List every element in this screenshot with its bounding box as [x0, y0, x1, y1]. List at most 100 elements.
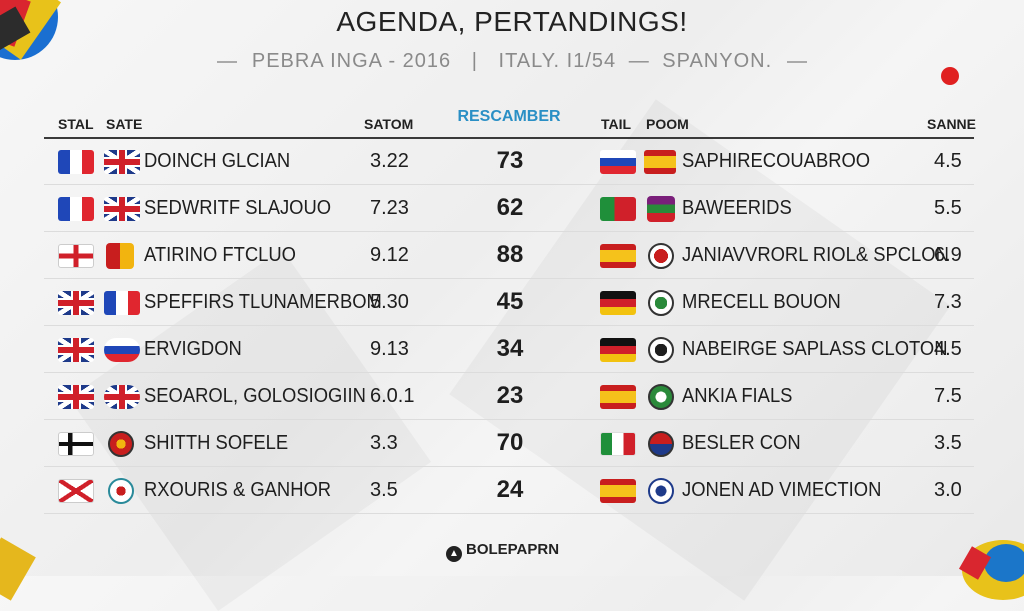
club-crest-icon [647, 196, 675, 222]
club-crest-icon [648, 431, 674, 457]
club-crest-icon [648, 384, 674, 410]
club-crest-icon [648, 478, 674, 504]
header-left-col2: SATE [106, 116, 143, 132]
subtitle-separator: | [471, 50, 478, 72]
subtitle-right: ITALY. I1/54 [498, 50, 617, 72]
spain-flag-icon [600, 385, 636, 409]
middle-score: 88 [496, 241, 524, 268]
middle-score: 23 [496, 382, 524, 409]
middle-score: 34 [496, 335, 524, 362]
table-row[interactable]: ATIRINO FTCLUO 9.12 88 JANIAVVRORL RIOL&… [44, 232, 974, 279]
middle-score: 45 [496, 288, 524, 315]
corner-decoration [0, 537, 36, 601]
footer-brand-text: BOLEPAPRN [466, 541, 560, 558]
table-row[interactable]: RXOURIS & GANHOR 3.5 24 JONEN AD VIMECTI… [44, 467, 974, 514]
england-flag-icon [58, 244, 94, 268]
spain-flag-icon [600, 244, 636, 268]
right-team-name: JONEN AD VIMECTION [682, 479, 882, 501]
left-team-value: 3.5 [370, 479, 398, 501]
uk-flag-icon [58, 291, 94, 315]
right-team-name: SAPHIRECOUABROO [682, 150, 871, 172]
header-right-col2: POOM [646, 116, 689, 132]
spain-flag-icon [644, 150, 676, 174]
table-row[interactable]: SEOAROL, GOLOSIOGIIN 6.0.1 23 ANKIA FIAL… [44, 373, 974, 420]
left-team-value: 9.13 [370, 338, 409, 360]
right-team-value: 7.3 [934, 291, 962, 313]
page-title: AGENDA, PERTANDINGS! [336, 6, 688, 37]
subtitle-left: PEBRA INGA - 2016 [251, 50, 452, 72]
left-team-name: SHITTH SOFELE [144, 432, 289, 454]
uk-flag-icon [104, 197, 140, 221]
right-team-value: 6.9 [934, 244, 962, 266]
left-team-name: SEOAROL, GOLOSIOGIIN [144, 385, 366, 407]
right-team-name: NABEIRGE SAPLASS CLOTON [682, 338, 948, 360]
table-row[interactable]: SEDWRITF SLAJOUO 7.23 62 BAWEERIDS 5.5 [44, 185, 974, 232]
right-team-name: MRECELL BOUON [682, 291, 841, 313]
page-subtitle: PEBRA INGA - 2016 | ITALY. I1/54 — SPANY… [0, 50, 1024, 73]
right-team-value: 5.5 [934, 197, 962, 219]
header-middle: RESCAMBER [457, 108, 561, 125]
left-team-value: 3.22 [370, 150, 409, 172]
right-team-name: ANKIA FIALS [682, 385, 793, 407]
left-team-value: 7.23 [370, 197, 409, 219]
club-crest-icon [648, 243, 674, 269]
middle-score: 73 [496, 147, 524, 174]
club-flag-icon [104, 338, 140, 362]
italy-flag-icon [600, 432, 636, 456]
corner-decoration [984, 544, 1024, 582]
middle-score: 62 [496, 194, 524, 221]
left-team-value: 5.30 [370, 291, 409, 313]
france-flag-icon [58, 197, 94, 221]
club-crest-icon [108, 431, 134, 457]
header-right-col1: TAIL [601, 116, 632, 132]
right-team-value: 3.5 [934, 432, 962, 454]
club-crest-icon [648, 290, 674, 316]
table-row[interactable]: SPEFFIRS TLUNAMERBOM 5.30 45 MRECELL BOU… [44, 279, 974, 326]
right-team-value: 3.0 [934, 479, 962, 501]
right-team-name: BAWEERIDS [682, 197, 792, 219]
brand-logo-icon: ▲ [446, 546, 462, 562]
dash-decoration [786, 60, 807, 63]
club-crest-icon [106, 243, 134, 269]
uk-flag-icon [104, 385, 140, 409]
middle-score: 70 [496, 429, 524, 456]
germany-flag-icon [600, 338, 636, 362]
uk-flag-icon [58, 338, 94, 362]
left-team-name: SEDWRITF SLAJOUO [144, 197, 332, 219]
left-team-name: RXOURIS & GANHOR [144, 479, 332, 501]
right-team-value: 7.5 [934, 385, 962, 407]
subtitle-tail: SPANYON. [662, 50, 773, 72]
table-row[interactable]: SHITTH SOFELE 3.3 70 BESLER CON 3.5 [44, 420, 974, 467]
middle-score: 24 [496, 476, 524, 503]
uk-flag-icon [104, 150, 140, 174]
left-team-name: ERVIGDON [144, 338, 242, 360]
france-flag-icon [104, 291, 140, 315]
portugal-flag-icon [600, 197, 636, 221]
dash-decoration [217, 60, 238, 63]
spain-flag-icon [600, 479, 636, 503]
russia-flag-icon [600, 150, 636, 174]
left-team-name: SPEFFIRS TLUNAMERBOM [144, 291, 382, 313]
left-team-name: DOINCH GLCIAN [144, 150, 291, 172]
header-right-score: SANNE [927, 116, 977, 132]
left-team-name: ATIRINO FTCLUO [144, 244, 296, 266]
flag-icon [58, 479, 94, 503]
right-team-value: 4.5 [934, 150, 962, 172]
subtitle-dash: — [628, 50, 650, 72]
left-team-value: 9.12 [370, 244, 409, 266]
red-dot-icon [941, 67, 959, 85]
header-left-col1: STAL [58, 116, 94, 132]
table-row[interactable]: DOINCH GLCIAN 3.22 73 SAPHIRECOUABROO 4.… [44, 138, 974, 185]
right-team-value: 4.5 [934, 338, 962, 360]
left-team-value: 6.0.1 [370, 385, 415, 407]
club-crest-icon [108, 478, 134, 504]
germany-flag-icon [600, 291, 636, 315]
header-left-score: SATOM [364, 116, 414, 132]
right-team-name: BESLER CON [682, 432, 801, 454]
uk-flag-icon [58, 385, 94, 409]
france-flag-icon [58, 150, 94, 174]
header-divider [44, 137, 974, 139]
table-row[interactable]: ERVIGDON 9.13 34 NABEIRGE SAPLASS CLOTON… [44, 326, 974, 373]
club-crest-icon [648, 337, 674, 363]
footer-brand: ▲ BOLEPAPRN [446, 541, 559, 562]
